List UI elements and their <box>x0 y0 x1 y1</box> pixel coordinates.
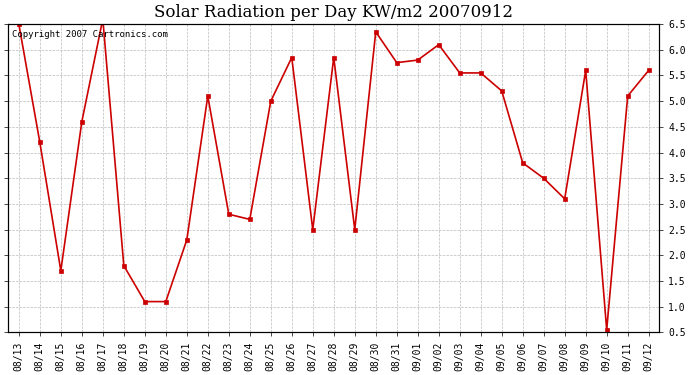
Text: Copyright 2007 Cartronics.com: Copyright 2007 Cartronics.com <box>12 30 168 39</box>
Title: Solar Radiation per Day KW/m2 20070912: Solar Radiation per Day KW/m2 20070912 <box>155 4 513 21</box>
